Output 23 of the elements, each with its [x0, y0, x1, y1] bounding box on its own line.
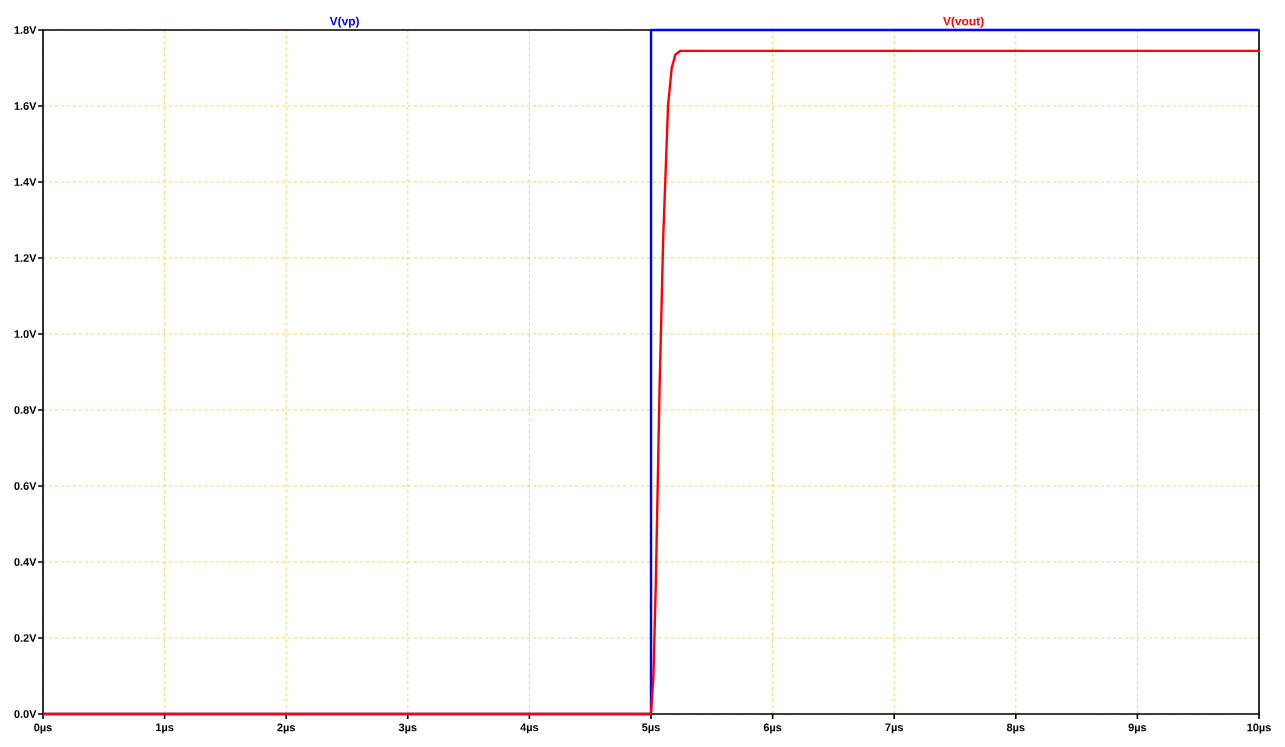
y-tick-label: 1.8V: [14, 26, 37, 34]
y-tick-label: 1.2V: [14, 254, 37, 262]
y-tick-label: 1.6V: [14, 102, 37, 110]
x-tick-label: 3µs: [398, 723, 417, 734]
x-tick-label: 2µs: [277, 723, 295, 734]
series-label: V(vout): [943, 16, 984, 28]
x-tick-label: 7µs: [885, 723, 903, 734]
x-tick-label: 1µs: [156, 723, 174, 734]
x-tick-label: 6µs: [763, 723, 782, 734]
x-tick-label: 10µs: [1247, 723, 1271, 734]
y-tick-label: 1.0V: [14, 330, 37, 338]
y-tick-label: 0.4V: [14, 558, 37, 566]
x-tick-label: 4µs: [520, 723, 539, 734]
x-tick-label: 0µs: [34, 723, 52, 734]
y-tick-label: 0.2V: [14, 634, 37, 642]
x-tick-label: 8µs: [1006, 723, 1025, 734]
y-tick-label: 0.0V: [14, 710, 37, 718]
x-tick-label: 9µs: [1128, 723, 1147, 734]
y-tick-label: 0.8V: [14, 406, 37, 414]
x-tick-label: 5µs: [642, 723, 660, 734]
y-tick-label: 1.4V: [14, 178, 37, 186]
y-tick-label: 0.6V: [14, 482, 37, 490]
text: V(vp): [329, 16, 359, 28]
